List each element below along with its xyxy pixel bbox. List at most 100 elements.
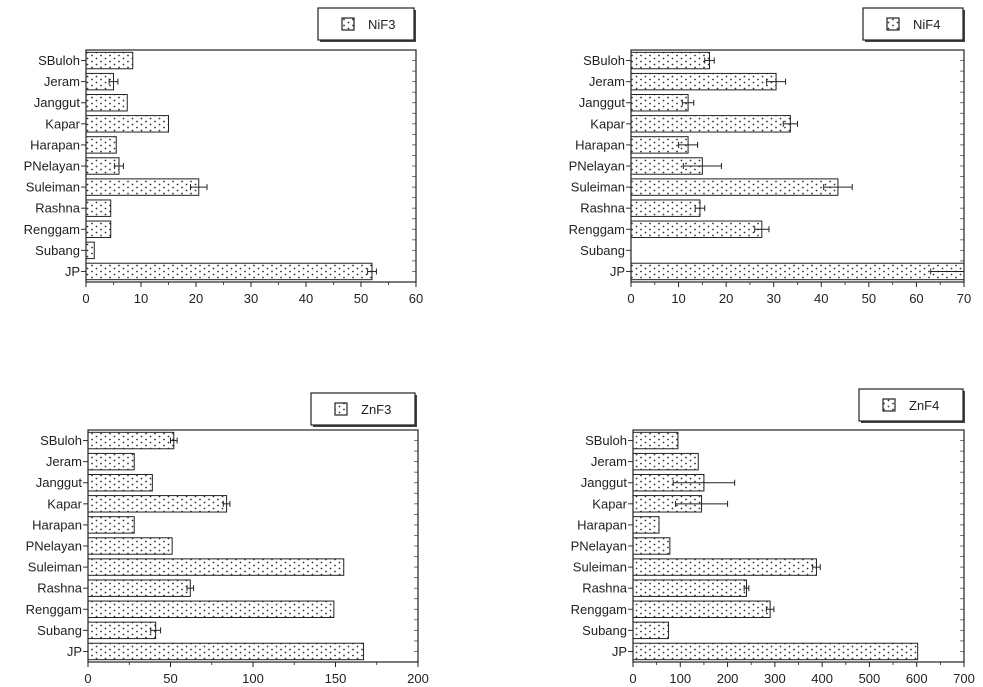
error-bar-janggut <box>672 479 736 486</box>
category-label: JP <box>67 644 82 659</box>
error-bar-harapan <box>678 141 699 148</box>
bar-jeram <box>630 72 777 91</box>
category-label: Renggam <box>24 222 80 237</box>
category-label: Harapan <box>577 517 627 532</box>
bar-sbuloh <box>632 431 679 450</box>
bar-harapan <box>632 516 660 534</box>
chart-panel-znf4: SBuloh Jeram Janggut Kapar Harapan PNelayan Su… <box>571 388 975 686</box>
category-label: JP <box>612 644 627 659</box>
legend-label: ZnF3 <box>361 402 391 417</box>
bar-janggut <box>87 474 153 492</box>
bar-subang <box>87 621 157 640</box>
category-label: Subang <box>37 623 82 638</box>
error-bar-suleiman <box>190 184 208 191</box>
x-tick-label: 400 <box>811 671 833 686</box>
category-label: Renggam <box>26 602 82 617</box>
bar-janggut <box>85 94 128 112</box>
error-bar-sbuloh <box>704 57 715 64</box>
category-label: Janggut <box>581 475 628 490</box>
legend: NiF4 <box>862 7 965 42</box>
error-bar-suleiman <box>812 564 821 571</box>
error-bar-kapar <box>675 500 729 507</box>
x-tick-label: 30 <box>244 291 258 306</box>
x-tick-label: 40 <box>814 291 828 306</box>
minor-ticks <box>960 429 964 663</box>
error-bar-sbuloh <box>170 437 178 444</box>
bar-pnelayan <box>85 157 120 175</box>
x-tick-label: 0 <box>629 671 636 686</box>
error-bar-suleiman <box>823 184 853 191</box>
x-tick-label: 600 <box>906 671 928 686</box>
category-label: Kapar <box>47 496 82 511</box>
category-label: Jeram <box>46 454 82 469</box>
bar-rashna <box>632 579 747 597</box>
bar-kapar <box>87 495 228 513</box>
x-tick-label: 0 <box>84 671 91 686</box>
category-label: Renggam <box>571 602 627 617</box>
category-label: JP <box>610 264 625 279</box>
x-tick-label: 10 <box>134 291 148 306</box>
category-label: Subang <box>580 243 625 258</box>
error-bar-jp <box>367 268 377 275</box>
bar-jeram <box>632 452 699 471</box>
error-bar-jeram <box>108 78 119 85</box>
legend-frame <box>862 7 964 41</box>
bar-harapan <box>87 516 135 534</box>
x-tick-label: 0 <box>82 291 89 306</box>
category-label: Kapar <box>45 116 80 131</box>
category-label: Subang <box>35 243 80 258</box>
x-tick-label: 100 <box>242 671 264 686</box>
category-label: SBuloh <box>583 53 625 68</box>
category-label: Harapan <box>32 517 82 532</box>
bar-pnelayan <box>632 537 671 555</box>
error-bar-kapar <box>782 120 798 127</box>
category-label: SBuloh <box>40 433 82 448</box>
error-bar-pnelayan <box>682 163 722 169</box>
x-tick-label: 0 <box>627 291 634 306</box>
bar-sbuloh <box>87 431 175 450</box>
category-label: Janggut <box>36 475 83 490</box>
x-tick-label: 60 <box>409 291 423 306</box>
x-tick-label: 50 <box>862 291 876 306</box>
category-label: PNelayan <box>24 159 80 174</box>
legend: ZnF4 <box>858 388 965 423</box>
error-bar-rashna <box>743 585 750 592</box>
bar-jp <box>632 642 919 661</box>
chart-panel-znf3: SBuloh Jeram Janggut Kapar Harapan PNelayan Su… <box>26 392 429 686</box>
error-bar-renggam <box>754 226 770 233</box>
bar-renggam <box>630 220 763 238</box>
category-label: Janggut <box>579 95 626 110</box>
error-bar-rashna <box>694 205 706 212</box>
bar-subang <box>85 241 95 260</box>
x-tick-label: 700 <box>953 671 975 686</box>
legend-frame <box>858 388 964 422</box>
error-bar-renggam <box>765 606 775 613</box>
legend-swatch <box>886 17 900 31</box>
category-label: Renggam <box>569 222 625 237</box>
error-bar-pnelayan <box>114 163 124 169</box>
category-label: PNelayan <box>569 159 625 174</box>
x-tick-label: 10 <box>671 291 685 306</box>
category-label: Jeram <box>44 74 80 89</box>
legend-frame <box>310 392 416 426</box>
category-label: Kapar <box>590 116 625 131</box>
category-label: Rashna <box>35 201 81 216</box>
legend-swatch <box>341 17 355 31</box>
category-label: Suleiman <box>573 560 627 575</box>
category-label: Harapan <box>30 137 80 152</box>
bar-suleiman <box>87 558 345 576</box>
error-bar-subang <box>150 627 162 634</box>
x-tick-label: 300 <box>764 671 786 686</box>
legend: NiF3 <box>317 7 416 42</box>
bar-kapar <box>630 115 791 133</box>
x-tick-label: 20 <box>189 291 203 306</box>
legend-label: NiF3 <box>368 17 395 32</box>
legend-frame <box>317 7 415 41</box>
bar-renggam <box>87 600 335 618</box>
bar-rashna <box>630 199 701 217</box>
legend: ZnF3 <box>310 392 417 427</box>
plot-frame <box>85 49 417 283</box>
error-bar-jeram <box>766 78 787 85</box>
chart-panel-nif4: SBuloh Jeram Janggut Kapar Harapan PNelayan Su… <box>569 7 971 306</box>
